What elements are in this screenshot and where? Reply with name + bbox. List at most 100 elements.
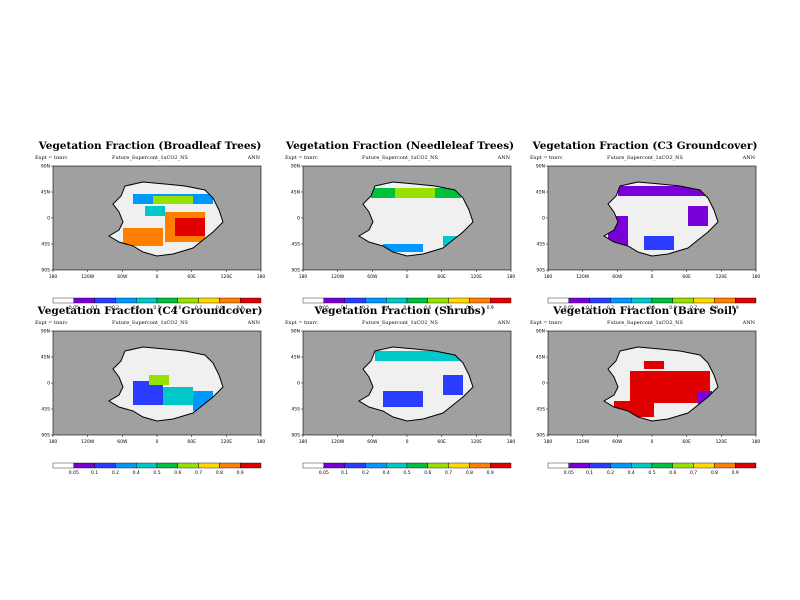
- lon-tick-label: 120E: [716, 274, 728, 280]
- lon-tick-label: 60W: [367, 274, 378, 280]
- coastline: [358, 346, 474, 422]
- colorbar-swatch: [693, 297, 715, 304]
- coastline: [603, 346, 719, 422]
- vegetation-patches: [123, 194, 213, 246]
- continent-group: [603, 346, 719, 422]
- lon-tick-label: 120W: [81, 439, 95, 445]
- lon-tick-label: 60E: [437, 439, 446, 445]
- panel-title: Vegetation Fraction (C3 Groundcover): [532, 140, 758, 152]
- colorbar-swatch: [651, 297, 673, 304]
- colorbar: 0.05 0.1 0.2 0.4 0.5 0.6 0.7 0.8 0.9: [302, 297, 512, 311]
- lon-tick-label: 180: [299, 274, 308, 280]
- lat-tick-label: 45S: [291, 407, 300, 413]
- colorbar-swatch: [610, 462, 632, 469]
- colorbar-label: 0.5: [648, 305, 655, 311]
- colorbar-swatch: [115, 462, 137, 469]
- colorbar-swatch: [156, 297, 178, 304]
- lat-tick-label: 45S: [41, 407, 50, 413]
- vegetation-patch: [175, 218, 205, 236]
- lat-tick-label: 90N: [41, 329, 50, 335]
- lat-tick-label: 45N: [536, 355, 545, 361]
- lon-tick-label: 0: [406, 439, 409, 445]
- map-plot: 180 120W 60W 0 60E 120E 180 90N 45N 0 45S 90S: [41, 329, 265, 446]
- vegetation-patch: [145, 206, 165, 216]
- colorbar-swatch: [73, 297, 95, 304]
- lon-tick-label: 0: [406, 274, 409, 280]
- lon-tick-label: 180: [257, 439, 265, 445]
- lat-tick-label: 45S: [536, 242, 545, 248]
- lon-tick-label: 180: [257, 274, 265, 280]
- season-label: ANN: [247, 320, 260, 326]
- colorbar-label: 0.5: [403, 470, 410, 476]
- colorbar-swatch: [589, 297, 611, 304]
- colorbar-label: 0.4: [383, 305, 390, 311]
- colorbar-swatch: [406, 297, 428, 304]
- colorbar-label: 0.2: [112, 470, 119, 476]
- colorbar-label: 0.9: [732, 470, 739, 476]
- lon-tick-label: 120W: [81, 274, 95, 280]
- colorbar-swatch: [547, 462, 569, 469]
- lon-tick-label: 180: [507, 439, 515, 445]
- lat-tick-label: 0: [297, 216, 300, 222]
- colorbar-swatch: [489, 297, 512, 304]
- colorbar-label: 0.9: [732, 305, 739, 311]
- colorbar-swatch: [52, 297, 74, 304]
- colorbar-label: 0.6: [669, 305, 676, 311]
- lat-tick-label: 0: [297, 381, 300, 387]
- colorbar-swatch: [610, 297, 632, 304]
- colorbar-label: 0.05: [564, 470, 574, 476]
- colorbar-label: 0.7: [690, 305, 697, 311]
- panel-title: Vegetation Fraction (C4 Groundcover): [37, 305, 263, 317]
- colorbar-swatch: [344, 462, 366, 469]
- lat-tick-label: 45N: [291, 190, 300, 196]
- colorbar-label: 0.5: [153, 470, 160, 476]
- lon-tick-label: 120W: [576, 274, 590, 280]
- continent-group: [358, 346, 474, 422]
- colorbar-label: 0.8: [711, 305, 718, 311]
- lat-tick-label: 90S: [291, 268, 300, 274]
- coastline: [603, 181, 719, 257]
- coastline: [108, 181, 224, 257]
- colorbar-swatch: [219, 297, 241, 304]
- colorbar-label: 0.6: [669, 470, 676, 476]
- lat-tick-label: 90N: [536, 164, 545, 170]
- colorbar-swatch: [568, 297, 590, 304]
- colorbar-label: 0.05: [564, 305, 574, 311]
- colorbar-label: 0.05: [69, 470, 79, 476]
- season-label: ANN: [247, 155, 260, 161]
- lon-tick-label: 180: [49, 274, 58, 280]
- lat-tick-label: 90N: [291, 329, 300, 335]
- colorbar-label: 0.5: [403, 305, 410, 311]
- colorbar-label: 0.6: [424, 305, 431, 311]
- colorbar-label: 0.7: [195, 470, 202, 476]
- colorbar-label: 0.05: [69, 305, 79, 311]
- colorbar-label: 0.2: [362, 305, 369, 311]
- experiment-label: Expt = tnnrc: [285, 320, 318, 326]
- colorbar-swatch: [52, 462, 74, 469]
- colorbar-swatch: [693, 462, 715, 469]
- lon-tick-label: 60W: [612, 439, 623, 445]
- experiment-label: Expt = tnnrc: [530, 320, 563, 326]
- colorbar-label: 0.6: [174, 470, 181, 476]
- experiment-label: Expt = tnnrc: [35, 155, 68, 161]
- colorbar-label: 0.8: [466, 470, 473, 476]
- map-panel: Vegetation Fraction (Bare Soil) Expt = tn…: [530, 305, 760, 485]
- map-plot: 180 120W 60W 0 60E 120E 180 90N 45N 0 45S 90S: [291, 164, 515, 281]
- lon-tick-label: 180: [752, 274, 760, 280]
- map-panel: Vegetation Fraction (C3 Groundcover) Expt…: [530, 140, 760, 320]
- vegetation-patch: [630, 371, 710, 403]
- colorbar-swatch: [385, 462, 408, 469]
- season-label: ANN: [742, 320, 755, 326]
- colorbar-label: 0.7: [195, 305, 202, 311]
- lon-tick-label: 180: [49, 439, 58, 445]
- lat-tick-label: 45S: [41, 242, 50, 248]
- lon-tick-label: 180: [299, 439, 308, 445]
- map-panel: Vegetation Fraction (Broadleaf Trees) Exp…: [35, 140, 265, 320]
- colorbar-swatch: [469, 297, 491, 304]
- colorbar-swatch: [177, 462, 199, 469]
- colorbar-label: 0.8: [711, 470, 718, 476]
- colorbar-label: 0.4: [628, 470, 635, 476]
- colorbar-swatch: [302, 462, 324, 469]
- colorbar-label: 0.2: [607, 470, 614, 476]
- colorbar-label: 0.05: [319, 470, 329, 476]
